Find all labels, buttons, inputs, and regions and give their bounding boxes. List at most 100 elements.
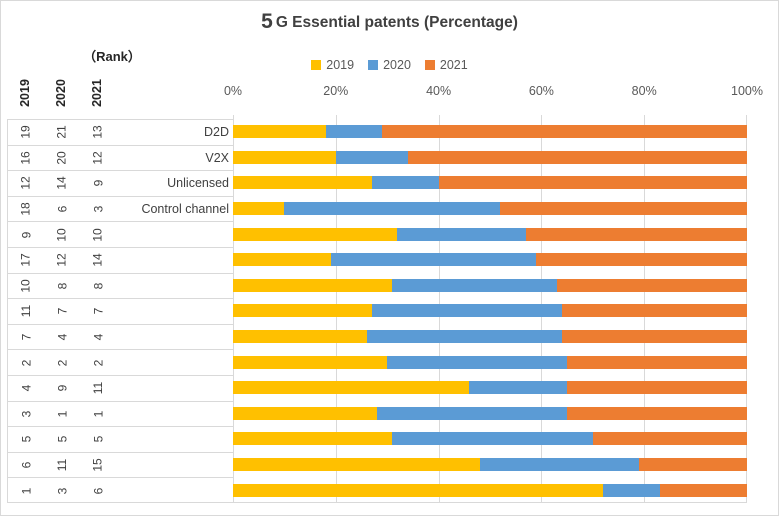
bar-row	[233, 170, 747, 196]
stacked-bar	[233, 150, 747, 164]
bar-segment-2021	[382, 125, 747, 139]
bar-segment-2019	[233, 381, 470, 395]
bar-segment-2019	[233, 150, 336, 164]
bar-segment-2019	[233, 125, 326, 139]
rank-table: 19 21 13 D2D 16 20 12 V2X 12 14 9 Unlicensed 18 6 3 Con…	[7, 119, 233, 503]
bar-segment-2020	[392, 278, 557, 292]
rank-value: 3	[55, 487, 69, 494]
bar-row	[233, 349, 747, 375]
rank-cell-2020: 6	[44, 197, 80, 222]
rank-row: 5 5 5	[8, 426, 233, 452]
rank-value: 6	[19, 461, 33, 469]
chart-title-prefix: 5	[261, 10, 273, 33]
x-tick-label: 60%	[528, 84, 554, 98]
x-axis-line	[7, 502, 747, 503]
bar-segment-2019	[233, 227, 398, 241]
legend-swatch-2019	[311, 60, 322, 70]
rank-value: 2	[91, 359, 105, 366]
rank-value: 18	[18, 202, 33, 216]
rank-cell-2021: 10	[80, 222, 116, 247]
stacked-bar	[233, 227, 747, 241]
rank-value: 11	[19, 305, 33, 318]
bar-segment-2019	[233, 202, 285, 216]
rank-cell-2020: 2	[44, 350, 80, 375]
rank-header-2021: 2021	[79, 69, 115, 117]
rank-cell-2021: 6	[80, 478, 116, 503]
rank-value: 1	[55, 410, 69, 418]
rank-cell-2020: 12	[44, 248, 80, 273]
rank-value: 21	[54, 125, 69, 139]
bar-segment-2021	[525, 227, 747, 241]
rank-cell-2019: 11	[8, 299, 44, 324]
rank-cell-2020: 3	[44, 478, 80, 503]
rank-value: 13	[90, 125, 105, 139]
rank-cell-2019: 18	[8, 197, 44, 222]
legend-swatch-2021	[424, 60, 435, 70]
bar-segment-2021	[561, 304, 747, 318]
bar-row	[233, 452, 747, 478]
rank-value: 9	[91, 180, 105, 187]
rank-cell-2021: 1	[80, 402, 116, 427]
bar-segment-2021	[407, 150, 747, 164]
stacked-bar	[233, 176, 747, 190]
bar-segment-2021	[639, 458, 747, 472]
bar-segment-2019	[233, 483, 604, 497]
rank-header-2020: 2020	[43, 69, 79, 117]
bar-segment-2021	[592, 432, 747, 446]
bar-segment-2021	[561, 330, 747, 344]
rank-cell-2021: 12	[80, 146, 116, 171]
stacked-bar	[233, 355, 747, 369]
rank-value: 17	[18, 253, 33, 267]
rank-value: 7	[55, 308, 69, 315]
bar-segment-2020	[371, 304, 562, 318]
rank-value: 14	[90, 253, 105, 267]
rank-value: 3	[19, 410, 33, 418]
rank-cell-2019: 6	[8, 453, 44, 478]
legend: 2019 2020 2021	[1, 58, 778, 72]
bar-row	[233, 298, 747, 324]
rank-value: 19	[18, 125, 33, 139]
bar-segment-2020	[325, 125, 383, 139]
rank-value: 8	[55, 282, 69, 290]
rank-value: 6	[55, 205, 69, 213]
rank-value: 10	[18, 279, 33, 293]
bar-segment-2020	[479, 458, 640, 472]
bar-segment-2021	[567, 381, 747, 395]
bar-segment-2021	[567, 406, 747, 420]
rank-value: 5	[91, 436, 105, 443]
rank-value: 15	[90, 458, 105, 472]
legend-label: 2019	[326, 58, 355, 72]
rank-value: 4	[91, 333, 105, 341]
bar-row	[233, 119, 747, 145]
bar-row	[233, 324, 747, 350]
bar-row	[233, 221, 747, 247]
rank-value: 6	[91, 487, 105, 494]
stacked-bar	[233, 483, 747, 497]
rank-value: 7	[91, 308, 105, 315]
rank-value: 20	[54, 151, 69, 165]
rank-axis-title: （Rank）	[83, 49, 141, 64]
bar-segment-2020	[376, 406, 568, 420]
category-label: D2D	[203, 125, 229, 140]
rank-cell-2020: 14	[44, 171, 80, 196]
category-label: Unlicensed	[167, 176, 229, 191]
rank-cell-2019: 5	[8, 427, 44, 452]
rank-value: 11	[55, 458, 69, 472]
rank-row: 11 7 7	[8, 298, 233, 324]
rank-cell-2021: 11	[80, 376, 116, 401]
bar-segment-2020	[371, 176, 439, 190]
x-tick-label: 80%	[631, 84, 657, 98]
rank-value: 11	[91, 382, 105, 395]
bar-segment-2020	[397, 227, 526, 241]
bar-segment-2021	[567, 355, 747, 369]
legend-item-2021: 2021	[424, 58, 468, 72]
legend-item-2019: 2019	[311, 58, 354, 72]
rank-cell-2021: 4	[80, 325, 116, 350]
rank-value: 1	[91, 410, 105, 418]
rank-cell-2021: 14	[80, 248, 116, 273]
rank-row: 9 10 10	[8, 221, 233, 247]
rank-header-label: 2021	[90, 79, 104, 107]
bar-segment-2019	[233, 304, 372, 318]
bar-segment-2019	[233, 432, 393, 446]
